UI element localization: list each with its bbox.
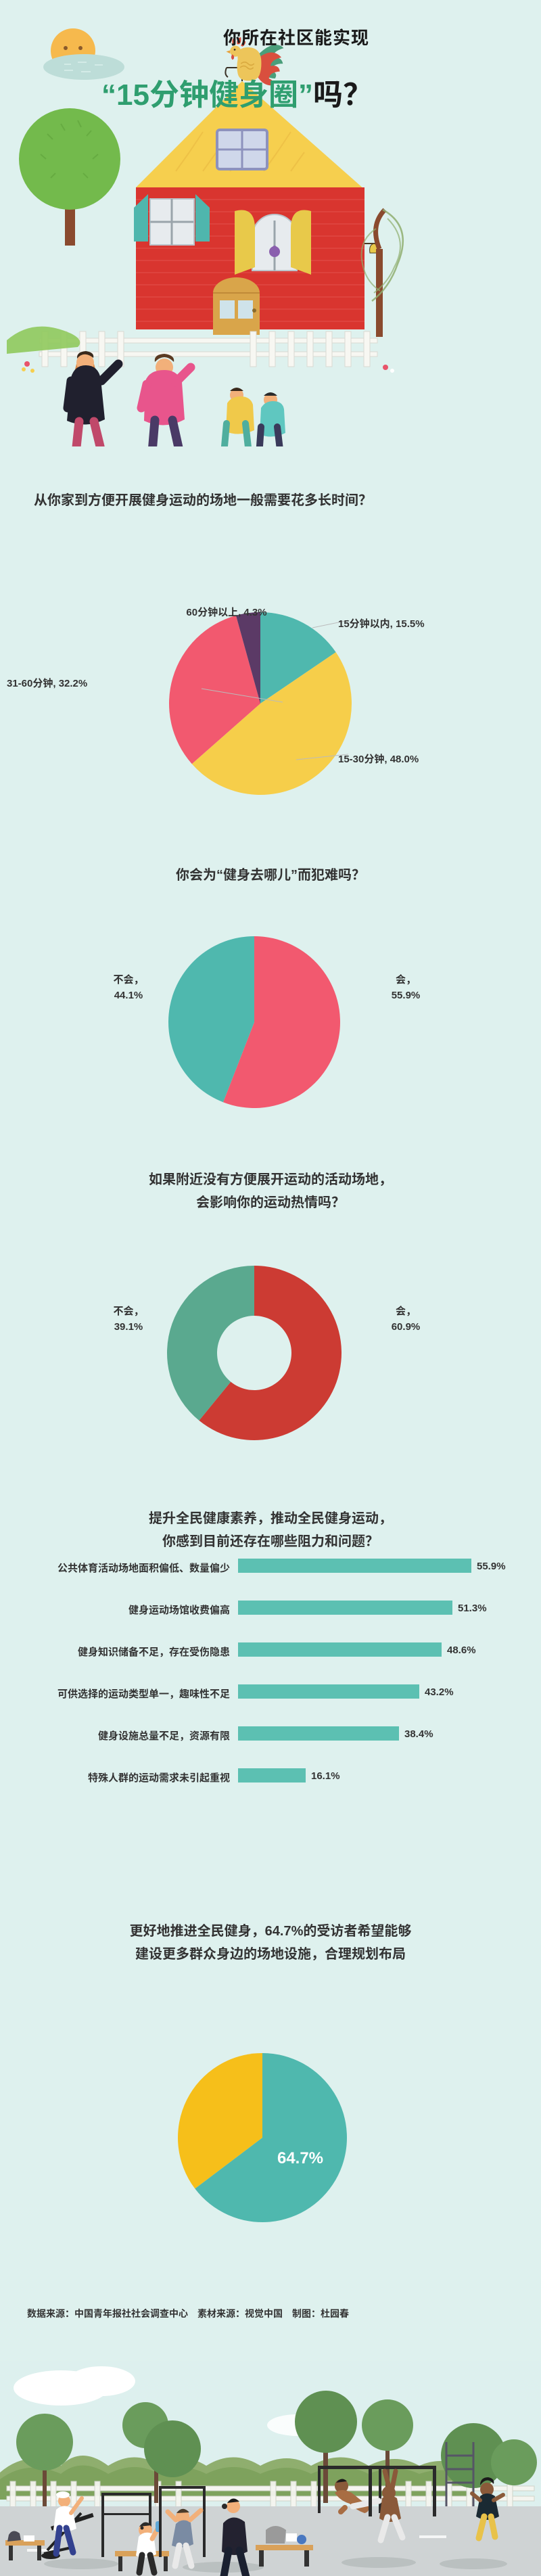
svg-text:64.7%: 64.7% — [277, 2149, 323, 2167]
